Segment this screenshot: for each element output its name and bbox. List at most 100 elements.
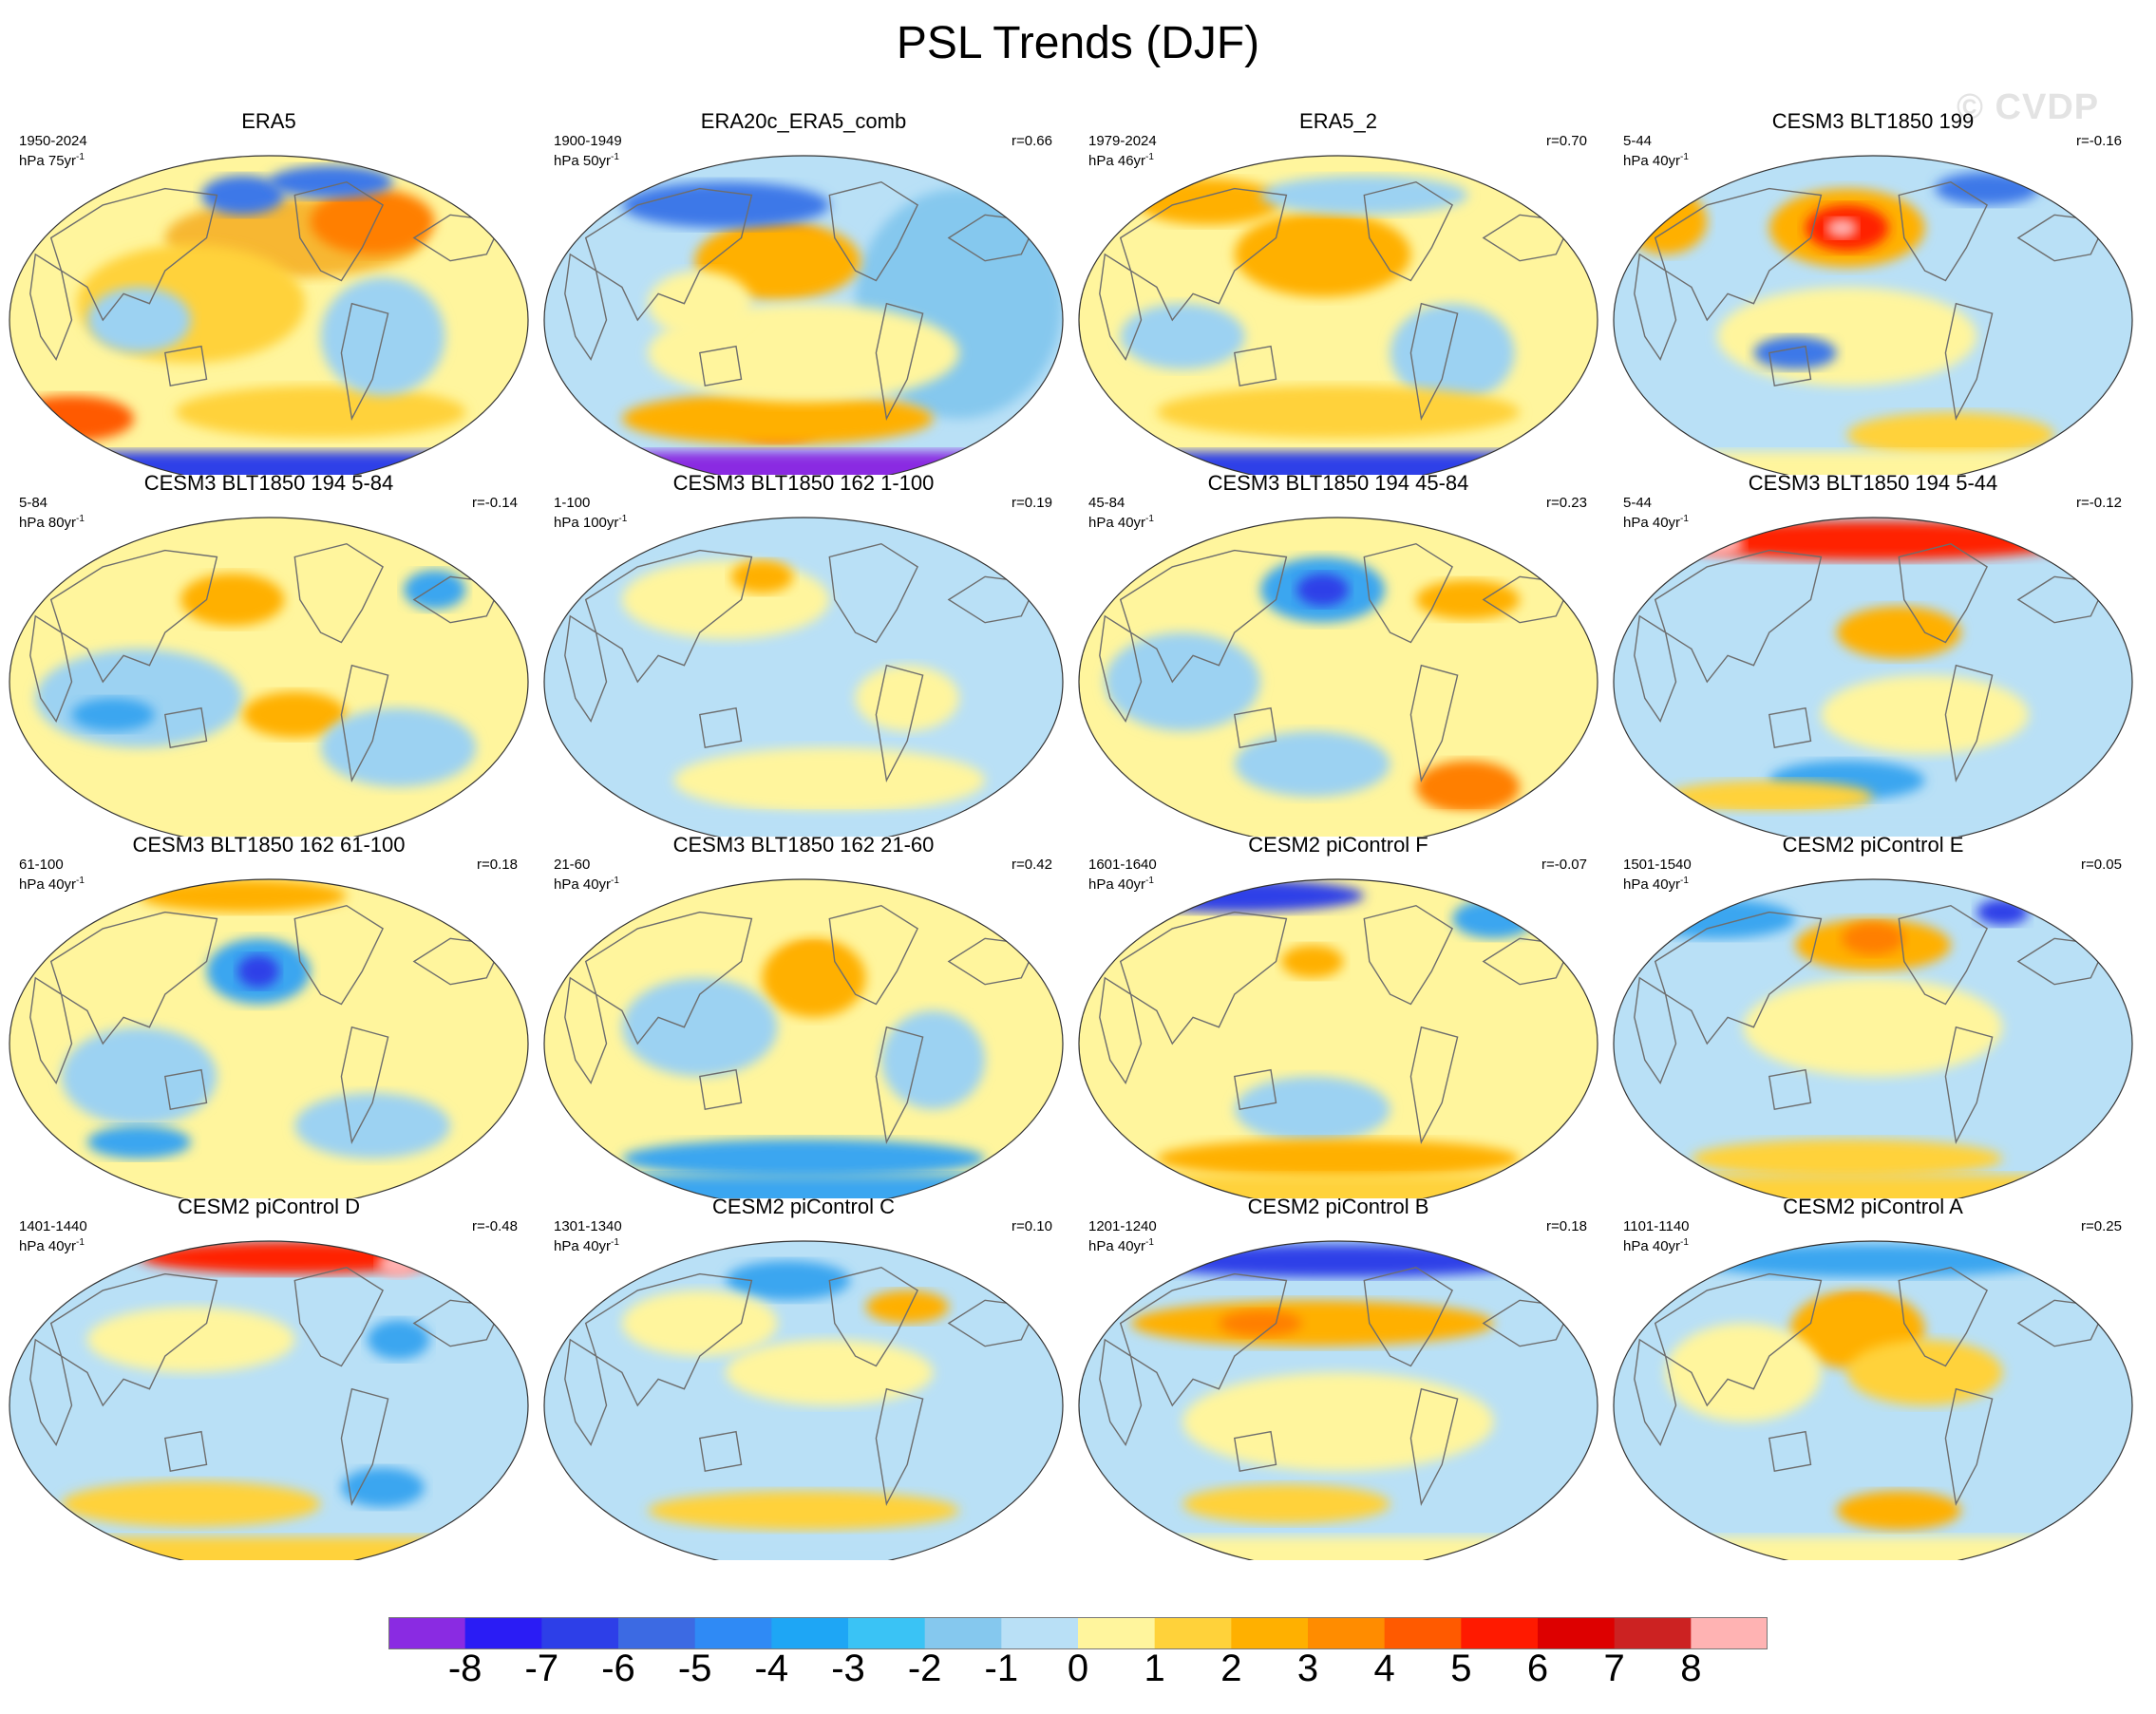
trend-contour	[377, 1251, 420, 1278]
trend-contour	[86, 1125, 192, 1159]
trend-contour	[341, 1467, 425, 1508]
map-panel: CESM2 piControl B 1201-1240 hPa 40yr-1 r=0.…	[1072, 1195, 1604, 1560]
trend-contour	[1821, 675, 2029, 755]
trend-contour	[1717, 287, 1977, 386]
robinson-map	[1613, 878, 2133, 1198]
pattern-correlation: r=0.18	[1546, 1218, 1587, 1234]
trend-contour	[726, 1339, 934, 1405]
coastline	[1634, 904, 2108, 1144]
colorbar-swatch	[541, 1617, 619, 1649]
colorbar-tick-label: -5	[677, 1648, 712, 1689]
pattern-correlation: r=-0.48	[472, 1218, 518, 1234]
robinson-map	[543, 517, 1064, 837]
pattern-correlation: r=0.70	[1546, 133, 1587, 149]
year-range: 1301-1340	[554, 1218, 622, 1234]
units: hPa 40yr-1	[1623, 1237, 1689, 1254]
robinson-map	[543, 1240, 1064, 1560]
trend-contour	[1182, 1372, 1494, 1472]
map-border	[543, 1240, 1064, 1560]
pattern-correlation: r=0.25	[2081, 1218, 2122, 1234]
robinson-map	[1613, 155, 2133, 475]
coastline	[1634, 542, 2108, 782]
year-range: 1201-1240	[1088, 1218, 1157, 1234]
trend-contour	[1415, 761, 1521, 814]
pattern-correlation: r=-0.07	[1541, 857, 1587, 873]
panel-title: CESM2 piControl E	[1782, 833, 1964, 857]
units-exponent: -1	[1145, 1237, 1154, 1248]
year-range: 1101-1140	[1623, 1218, 1690, 1234]
units-exponent: -1	[618, 514, 628, 524]
robinson-map	[1078, 1240, 1598, 1560]
coastline	[1099, 180, 1573, 421]
colorbar-swatch	[1001, 1617, 1079, 1649]
colorbar-swatch	[618, 1617, 696, 1649]
colorbar-tick-label: 6	[1526, 1648, 1549, 1689]
trend-contour	[673, 747, 986, 814]
trend-contour	[1753, 336, 1837, 369]
units: hPa 40yr-1	[1088, 514, 1154, 531]
units: hPa 40yr-1	[1623, 152, 1689, 169]
colorbar-swatch	[771, 1617, 849, 1649]
trend-contour	[865, 1290, 949, 1324]
map-panel: CESM2 piControl C 1301-1340 hPa 40yr-1 r=0.…	[538, 1195, 1069, 1560]
pattern-correlation: r=-0.16	[2076, 133, 2122, 149]
trend-contour	[1976, 898, 2029, 926]
units: hPa 46yr-1	[1088, 152, 1154, 169]
robinson-map	[543, 878, 1064, 1198]
robinson-map	[1078, 878, 1598, 1198]
coastline	[29, 1266, 503, 1506]
trend-contour	[1219, 1309, 1302, 1337]
map-panel: CESM3 BLT1850 194 5-44 5-44 hPa 40yr-1 r=-0…	[1607, 471, 2139, 837]
colorbar-swatch	[1461, 1617, 1539, 1649]
coastline	[29, 542, 503, 782]
year-range: 1-100	[554, 495, 591, 511]
units-exponent: -1	[611, 876, 619, 886]
map-panel: CESM2 piControl F 1601-1640 hPa 40yr-1 r=-0…	[1072, 833, 1604, 1198]
trend-contour	[1846, 1339, 2003, 1405]
robinson-map	[9, 878, 529, 1198]
trend-contour	[648, 1490, 959, 1531]
panel-title: CESM3 BLT1850 194 5-84	[143, 471, 394, 495]
coastline	[1099, 904, 1573, 1144]
trend-contour	[1156, 1139, 1521, 1178]
trend-contour	[35, 649, 243, 748]
trend-contour	[1452, 898, 1536, 939]
trend-contour	[320, 707, 477, 787]
robinson-map	[1613, 517, 2133, 837]
year-range: 1950-2024	[19, 133, 87, 149]
colorbar-swatch	[1308, 1617, 1386, 1649]
year-range: 1979-2024	[1088, 133, 1157, 149]
trend-contour	[71, 698, 155, 731]
colorbar-swatch	[848, 1617, 926, 1649]
trend-contour	[1743, 977, 2003, 1077]
units-exponent: -1	[1680, 876, 1689, 886]
panel-years: 1301-1340 hPa 40yr-1	[554, 1218, 622, 1254]
trend-contour	[1691, 1244, 2055, 1278]
robinson-map	[9, 1240, 529, 1560]
panel-years: 1900-1949 hPa 50yr-1	[554, 133, 622, 169]
panel-years: 1979-2024 hPa 46yr-1	[1088, 133, 1157, 169]
colorbar-tick-label: 5	[1450, 1648, 1472, 1689]
map-border	[1078, 878, 1598, 1198]
trend-contour	[61, 1480, 321, 1528]
map-panel: CESM2 piControl E 1501-1540 hPa 40yr-1 r=0.…	[1607, 833, 2139, 1198]
map-panel: CESM3 BLT1850 162 1-100 1-100 hPa 100yr-1 r…	[538, 471, 1069, 837]
trend-contour	[1665, 780, 1873, 814]
units-exponent: -1	[1680, 152, 1689, 162]
trend-contour	[1825, 217, 1858, 238]
colorbar-tick-label: 8	[1680, 1648, 1702, 1689]
units: hPa 50yr-1	[554, 152, 619, 169]
trend-contour	[269, 165, 394, 198]
trend-contour	[1130, 1300, 1494, 1347]
panel-title: CESM3 BLT1850 194 5-44	[1748, 471, 1998, 495]
coastline	[1634, 1266, 2108, 1506]
units: hPa 75yr-1	[19, 152, 85, 169]
panel-title: CESM2 piControl B	[1247, 1195, 1429, 1218]
trend-contour	[621, 392, 934, 445]
trend-contour	[1836, 606, 1961, 659]
units-exponent: -1	[1680, 1237, 1689, 1248]
trend-contour	[86, 287, 192, 353]
coastline	[564, 180, 1038, 421]
panel-title: CESM3 BLT1850 162 1-100	[672, 471, 935, 495]
trend-contour	[1296, 573, 1349, 607]
